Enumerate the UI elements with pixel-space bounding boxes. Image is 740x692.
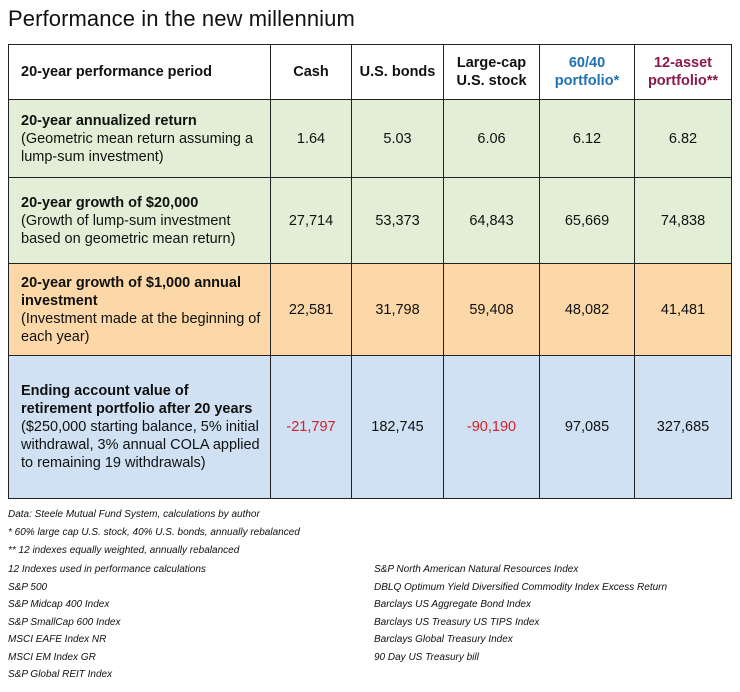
cell-cash: -21,797 xyxy=(270,355,352,499)
index-list-right: S&P North American Natural Resources Ind… xyxy=(374,561,667,666)
cell-bonds: 31,798 xyxy=(351,263,444,356)
row-label-bold: 20-year growth of $1,000 annual investme… xyxy=(21,274,241,309)
header-bonds: U.S. bonds xyxy=(351,44,444,100)
index-item: S&P Midcap 400 Index xyxy=(8,599,110,610)
index-list-heading: 12 Indexes used in performance calculati… xyxy=(8,564,206,575)
table-row: Ending account value of retirement portf… xyxy=(8,355,732,499)
cell-cash: 22,581 xyxy=(270,263,352,356)
row-label-detail: (Investment made at the beginning of eac… xyxy=(21,310,261,345)
cell-12asset: 6.82 xyxy=(634,99,732,178)
cell-bonds: 53,373 xyxy=(351,177,444,264)
cell-stock: 6.06 xyxy=(443,99,540,178)
cell-stock: -90,190 xyxy=(443,355,540,499)
performance-table: 20-year performance period Cash U.S. bon… xyxy=(8,44,732,499)
cell-6040: 97,085 xyxy=(539,355,635,499)
index-item: S&P Global REIT Index xyxy=(8,669,113,680)
index-item: DBLQ Optimum Yield Diversified Commodity… xyxy=(374,581,668,593)
cell-cash: 27,714 xyxy=(270,177,352,264)
index-item: 90 Day US Treasury bill xyxy=(374,651,479,663)
data-source-note: Data: Steele Mutual Fund System, calcula… xyxy=(8,509,260,520)
row-label-bold: Ending account value of retirement portf… xyxy=(21,383,253,417)
cell-12asset: 41,481 xyxy=(634,263,732,356)
header-6040-line1: 60/40 xyxy=(568,55,606,71)
header-cash: Cash xyxy=(270,44,352,100)
row-label: 20-year growth of $1,000 annual investme… xyxy=(8,263,271,356)
row-label-detail: (Geometric mean return assuming a lump-s… xyxy=(21,130,254,165)
footnotes: Data: Steele Mutual Fund System, calcula… xyxy=(8,506,300,560)
footnote-6040: * 60% large cap U.S. stock, 40% U.S. bon… xyxy=(8,527,300,538)
index-item: Barclays US Treasury US TIPS Index xyxy=(374,616,540,628)
header-stock-line2: U.S. stock xyxy=(456,73,527,89)
row-label-bold: 20-year growth of $20,000 xyxy=(21,194,199,211)
page-title: Performance in the new millennium xyxy=(8,6,355,31)
row-label-detail: (Growth of lump-sum investment based on … xyxy=(21,212,236,247)
index-item: MSCI EAFE Index NR xyxy=(8,634,107,645)
header-60-40-portfolio: 60/40 portfolio* xyxy=(539,44,635,100)
index-item: S&P SmallCap 600 Index xyxy=(8,616,121,628)
cell-cash: 1.64 xyxy=(270,99,352,178)
cell-6040: 65,669 xyxy=(539,177,635,264)
row-label: 20-year growth of $20,000 (Growth of lum… xyxy=(8,177,271,264)
footnote-12asset: ** 12 indexes equally weighted, annually… xyxy=(8,545,240,556)
header-12asset-line1: 12-asset xyxy=(653,55,713,71)
index-item: S&P North American Natural Resources Ind… xyxy=(374,564,579,575)
index-item: Barclays Global Treasury Index xyxy=(374,634,513,645)
cell-12asset: 327,685 xyxy=(634,355,732,499)
index-item: S&P 500 xyxy=(8,581,48,593)
index-list-left: 12 Indexes used in performance calculati… xyxy=(8,561,206,684)
cell-stock: 59,408 xyxy=(443,263,540,356)
cell-12asset: 74,838 xyxy=(634,177,732,264)
row-label: 20-year annualized return (Geometric mea… xyxy=(8,99,271,178)
cell-6040: 48,082 xyxy=(539,263,635,356)
cell-stock: 64,843 xyxy=(443,177,540,264)
cell-bonds: 182,745 xyxy=(351,355,444,499)
header-stock-line1: Large-cap xyxy=(456,55,527,71)
row-label-detail: ($250,000 starting balance, 5% initial w… xyxy=(21,419,260,471)
index-item: Barclays US Aggregate Bond Index xyxy=(374,599,531,610)
header-12-asset-portfolio: 12-asset portfolio** xyxy=(634,44,732,100)
header-12asset-line2: portfolio** xyxy=(647,73,719,89)
row-label-bold: 20-year annualized return xyxy=(21,112,197,129)
table-header-row: 20-year performance period Cash U.S. bon… xyxy=(8,44,732,100)
header-period: 20-year performance period xyxy=(8,44,271,100)
cell-bonds: 5.03 xyxy=(351,99,444,178)
index-item: MSCI EM Index GR xyxy=(8,651,96,663)
table-row: 20-year growth of $20,000 (Growth of lum… xyxy=(8,177,732,264)
header-large-cap-stock: Large-cap U.S. stock xyxy=(443,44,540,100)
row-label: Ending account value of retirement portf… xyxy=(8,355,271,499)
cell-6040: 6.12 xyxy=(539,99,635,178)
table-row: 20-year annualized return (Geometric mea… xyxy=(8,99,732,178)
table-row: 20-year growth of $1,000 annual investme… xyxy=(8,263,732,356)
header-6040-line2: portfolio* xyxy=(554,73,620,89)
